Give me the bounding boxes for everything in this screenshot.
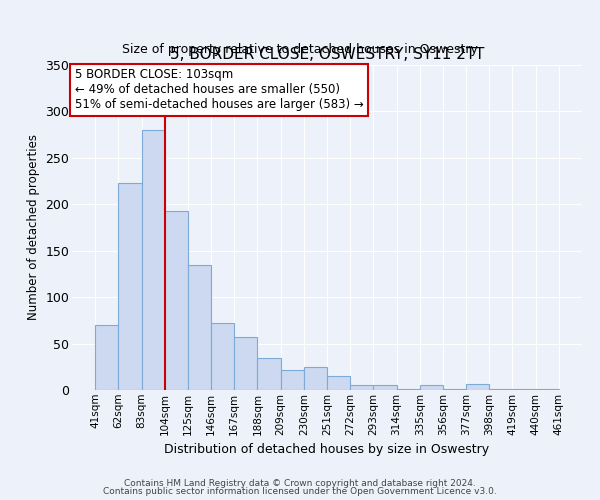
Bar (536, 389, 559, 390)
Bar (512, 389, 536, 390)
Text: Size of property relative to detached houses in Oswestry: Size of property relative to detached ho… (122, 42, 478, 56)
Bar (234, 337, 257, 390)
Y-axis label: Number of detached properties: Number of detached properties (27, 134, 40, 320)
Bar (95, 325, 118, 390)
Bar (489, 389, 512, 390)
Bar (165, 211, 188, 390)
Bar (281, 370, 304, 390)
Bar (466, 384, 489, 390)
Bar (397, 389, 420, 390)
Bar (420, 386, 443, 390)
Text: Contains HM Land Registry data © Crown copyright and database right 2024.: Contains HM Land Registry data © Crown c… (124, 478, 476, 488)
Bar (350, 386, 373, 390)
Text: Contains public sector information licensed under the Open Government Licence v3: Contains public sector information licen… (103, 487, 497, 496)
Bar (118, 183, 142, 390)
Bar (142, 130, 165, 390)
X-axis label: Distribution of detached houses by size in Oswestry: Distribution of detached houses by size … (164, 443, 490, 456)
Bar (443, 389, 466, 390)
Bar (211, 323, 234, 390)
Title: 5, BORDER CLOSE, OSWESTRY, SY11 2TT: 5, BORDER CLOSE, OSWESTRY, SY11 2TT (170, 48, 484, 62)
Bar (327, 376, 350, 390)
Bar (188, 264, 211, 390)
Bar (304, 367, 327, 390)
Bar (373, 386, 397, 390)
Bar (257, 358, 281, 390)
Text: 5 BORDER CLOSE: 103sqm
← 49% of detached houses are smaller (550)
51% of semi-de: 5 BORDER CLOSE: 103sqm ← 49% of detached… (74, 68, 364, 112)
